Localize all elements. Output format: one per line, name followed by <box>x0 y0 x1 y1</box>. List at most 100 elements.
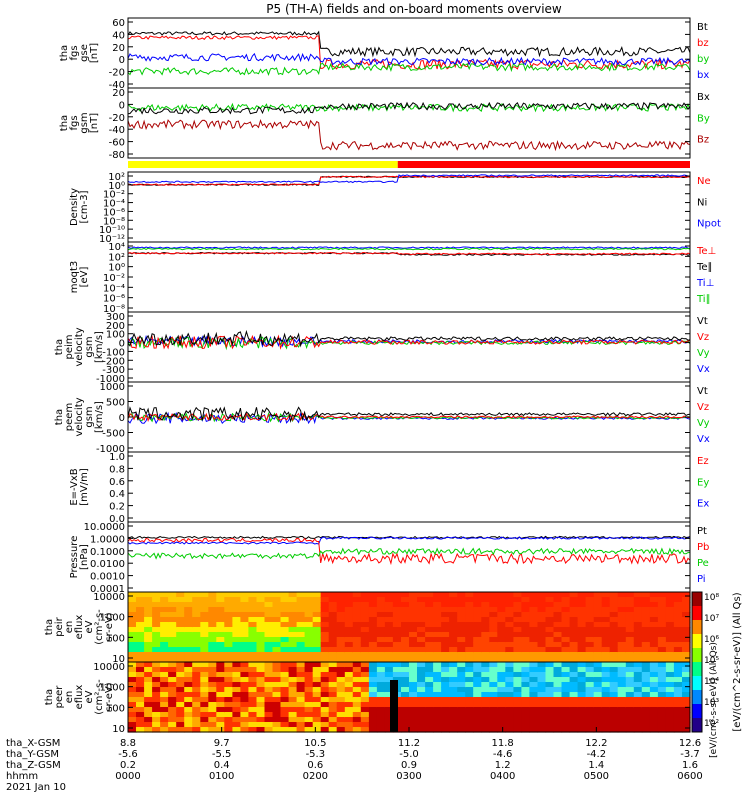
heatmap-cell <box>682 687 691 693</box>
heatmap-cell <box>232 632 241 638</box>
heatmap-cell <box>649 717 659 723</box>
heatmap-cell <box>409 632 418 638</box>
heatmap-cell <box>633 642 643 648</box>
heatmap-cell <box>240 627 249 633</box>
heatmap-cell <box>553 672 563 678</box>
heatmap-cell <box>304 662 314 668</box>
heatmap-cell <box>248 597 257 603</box>
heatmap-cell <box>633 667 643 673</box>
heatmap-cell <box>256 687 266 693</box>
heatmap-cell <box>352 597 362 603</box>
heatmap-cell <box>545 642 555 648</box>
heatmap-cell <box>505 667 514 673</box>
legend-entry: Pb <box>697 542 709 553</box>
heatmap-cell <box>641 727 651 733</box>
heatmap-cell <box>433 657 442 663</box>
colorbar-swatch <box>692 676 702 691</box>
heatmap-cell <box>288 612 298 618</box>
heatmap-cell <box>360 657 370 663</box>
heatmap-cell <box>473 667 482 673</box>
heatmap-cell <box>545 637 555 643</box>
heatmap-cell <box>505 722 514 728</box>
heatmap-cell <box>352 707 362 713</box>
heatmap-cell <box>521 597 530 603</box>
heatmap-cell <box>561 622 571 628</box>
time-label: 0100 <box>209 771 234 782</box>
heatmap-cell <box>384 597 394 603</box>
heatmap-cell <box>288 667 298 673</box>
heatmap-cell <box>304 687 314 693</box>
heatmap-cell <box>192 687 201 693</box>
heatmap-cell <box>272 697 282 703</box>
heatmap-cell <box>272 712 282 718</box>
z-gsm-label: 1.4 <box>588 760 604 771</box>
heatmap-cell <box>264 677 274 683</box>
heatmap-cell <box>649 707 659 713</box>
heatmap-cell <box>184 722 193 728</box>
heatmap-cell <box>465 717 474 723</box>
heatmap-cell <box>200 717 209 723</box>
heatmap-cell <box>513 622 522 628</box>
heatmap-cell <box>593 672 603 678</box>
heatmap-cell <box>601 697 611 703</box>
heatmap-cell <box>665 597 675 603</box>
heatmap-cell <box>529 627 538 633</box>
heatmap-cell <box>216 662 225 668</box>
heatmap-cell <box>505 702 514 708</box>
heatmap-cell <box>280 647 290 653</box>
heatmap-cell <box>232 707 241 713</box>
heatmap-cell <box>417 687 426 693</box>
heatmap-cell <box>376 642 386 648</box>
heatmap-cell <box>617 687 627 693</box>
heatmap-cell <box>328 687 338 693</box>
heatmap-cell <box>264 597 274 603</box>
heatmap-cell <box>609 677 619 683</box>
heatmap-cell <box>176 622 185 628</box>
heatmap-cell <box>561 697 571 703</box>
heatmap-cell <box>296 642 306 648</box>
heatmap-cell <box>304 597 314 603</box>
legend-entry: Vx <box>697 434 710 445</box>
heatmap-cell <box>312 687 322 693</box>
legend-entry: Te∥ <box>696 262 713 273</box>
y-tick-label: 0.0010 <box>90 572 125 583</box>
heatmap-cell <box>200 622 209 628</box>
legend-entry: Vy <box>697 348 710 359</box>
heatmap-cell <box>433 687 442 693</box>
y-tick-label: 0.0 <box>109 514 125 525</box>
heatmap-cell <box>425 662 434 668</box>
heatmap-cell <box>288 682 298 688</box>
heatmap-cell <box>344 602 354 608</box>
heatmap-cell <box>625 612 635 618</box>
heatmap-cell <box>328 607 338 613</box>
heatmap-cell <box>473 657 482 663</box>
heatmap-cell <box>376 662 386 668</box>
heatmap-cell <box>569 627 579 633</box>
heatmap-cell <box>384 677 394 683</box>
heatmap-cell <box>409 647 418 653</box>
legend-entry: Vz <box>697 402 709 413</box>
heatmap-cell <box>633 672 643 678</box>
heatmap-cell <box>513 712 522 718</box>
heatmap-cell <box>601 627 611 633</box>
series-Vt <box>127 329 691 348</box>
legend-entry: by <box>697 54 709 65</box>
heatmap-cell <box>569 682 579 688</box>
legend-entry: Vx <box>697 364 710 375</box>
y-axis-label: [eV] <box>79 267 90 288</box>
heatmap-cell <box>633 652 643 658</box>
y-tick-label: 40 <box>112 30 125 41</box>
heatmap-cell <box>264 637 274 643</box>
heatmap-cell <box>280 672 290 678</box>
heatmap-cell <box>216 687 225 693</box>
heatmap-cell <box>256 717 266 723</box>
y-tick-label: 0.6 <box>109 477 125 488</box>
heatmap-cell <box>673 707 683 713</box>
heatmap-cell <box>320 707 330 713</box>
heatmap-cell <box>441 617 450 623</box>
heatmap-cell <box>521 617 530 623</box>
heatmap-cell <box>553 602 563 608</box>
heatmap-cell <box>168 712 177 718</box>
heatmap-cell <box>561 627 571 633</box>
